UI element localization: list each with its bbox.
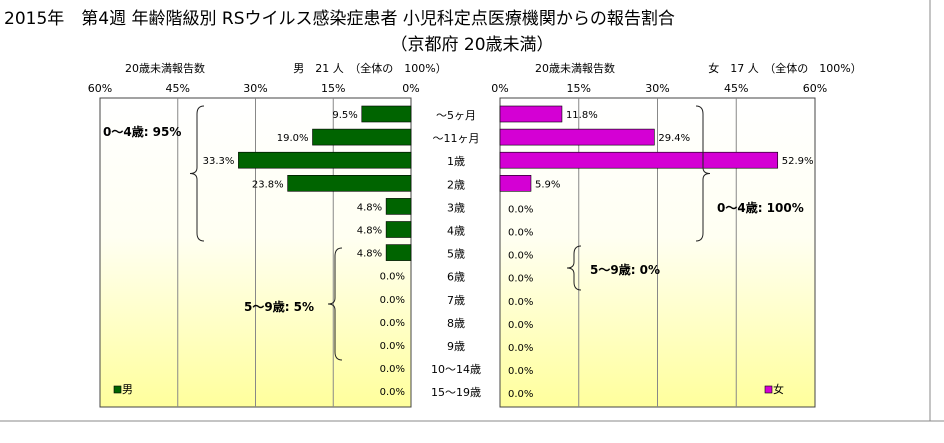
female-x-tick-label: 60% (803, 82, 827, 95)
male-x-tick-label: 60% (88, 82, 112, 95)
male-bar (312, 128, 412, 146)
category-label: 3歳 (447, 201, 465, 214)
category-label: 4歳 (447, 225, 465, 238)
female-annotation-5-9: 5～9歳: 0% (590, 262, 660, 277)
female-bar (499, 175, 532, 192)
male-x-tick-label: 30% (243, 82, 267, 95)
category-label: 7歳 (447, 294, 465, 307)
male-value-label: 33.3% (203, 156, 235, 167)
category-label: 5歳 (447, 248, 465, 261)
female-x-tick-label: 15% (567, 82, 591, 95)
category-label: 9歳 (447, 340, 465, 353)
female-legend-swatch (764, 385, 773, 394)
female-value-label: 0.0% (508, 297, 533, 308)
female-bracket-0-4 (695, 105, 711, 242)
chart-title: 2015年 第4週 年齢階級別 RSウイルス感染症患者 小児科定点医療機関からの… (4, 9, 675, 29)
female-total-header: 女 17 人 （全体の 100%） (708, 61, 861, 75)
female-value-label: 52.9% (782, 156, 814, 167)
male-total-header: 男 21 人 （全体の 100%） (293, 61, 446, 75)
male-bar (385, 244, 412, 261)
male-value-label: 0.0% (380, 341, 405, 352)
male-value-label: 23.8% (252, 179, 284, 190)
female-x-tick-label: 45% (724, 82, 748, 95)
male-x-tick-label: 15% (321, 82, 345, 95)
female-value-label: 0.0% (508, 389, 533, 400)
female-value-label: 0.0% (508, 251, 533, 262)
male-bar (238, 151, 412, 169)
male-value-label: 0.0% (380, 295, 405, 306)
male-x-tick-label: 0% (402, 82, 419, 95)
male-bracket-5-9 (327, 247, 343, 361)
female-bar (499, 128, 655, 146)
male-value-label: 19.0% (277, 133, 309, 144)
male-value-label: 9.5% (332, 110, 357, 121)
female-value-label: 0.0% (508, 204, 533, 215)
category-label: ～5ヶ月 (436, 109, 476, 122)
male-value-label: 0.0% (380, 272, 405, 283)
male-bar (287, 175, 412, 192)
male-legend-label: 男 (122, 383, 133, 396)
female-value-label: 0.0% (508, 228, 533, 239)
female-value-label: 29.4% (658, 133, 690, 144)
male-bracket-0-4 (189, 105, 205, 242)
male-x-tick-label: 45% (166, 82, 190, 95)
female-value-label: 0.0% (508, 343, 533, 354)
female-annotation-0-4: 0～4歳: 100% (717, 200, 804, 215)
category-label: 10～14歳 (431, 363, 481, 376)
male-annotation-5-9: 5～9歳: 5% (244, 299, 314, 314)
female-value-label: 0.0% (508, 274, 533, 285)
male-value-label: 4.8% (357, 249, 382, 260)
female-value-label: 5.9% (535, 179, 560, 190)
male-value-label: 4.8% (357, 226, 382, 237)
category-label: 6歳 (447, 271, 465, 284)
male-bar (385, 221, 412, 238)
female-bar (499, 105, 563, 123)
female-value-label: 0.0% (508, 320, 533, 331)
male-value-label: 0.0% (380, 318, 405, 329)
category-label: 15～19歳 (431, 386, 481, 399)
female-x-tick-label: 0% (491, 82, 508, 95)
male-value-label: 4.8% (357, 202, 382, 213)
female-legend-label: 女 (773, 382, 784, 396)
female-bracket-5-9 (566, 245, 582, 291)
category-label: 1歳 (447, 155, 465, 168)
female-value-label: 0.0% (508, 366, 533, 377)
male-count-header: 20歳未満報告数 (125, 62, 205, 75)
female-count-header: 20歳未満報告数 (535, 62, 615, 75)
chart-subtitle: （京都府 20歳未満） (390, 35, 554, 55)
male-value-label: 0.0% (380, 387, 405, 398)
male-legend-swatch (113, 385, 122, 394)
female-x-tick-label: 30% (645, 82, 669, 95)
male-annotation-0-4: 0～4歳: 95% (103, 124, 181, 139)
female-value-label: 11.8% (566, 110, 598, 121)
female-bar (499, 151, 779, 169)
male-bar (385, 198, 412, 215)
category-label: 8歳 (447, 317, 465, 330)
category-label: ～11ヶ月 (433, 132, 480, 145)
category-label: 2歳 (447, 178, 465, 191)
male-bar (361, 105, 412, 123)
male-value-label: 0.0% (380, 364, 405, 375)
